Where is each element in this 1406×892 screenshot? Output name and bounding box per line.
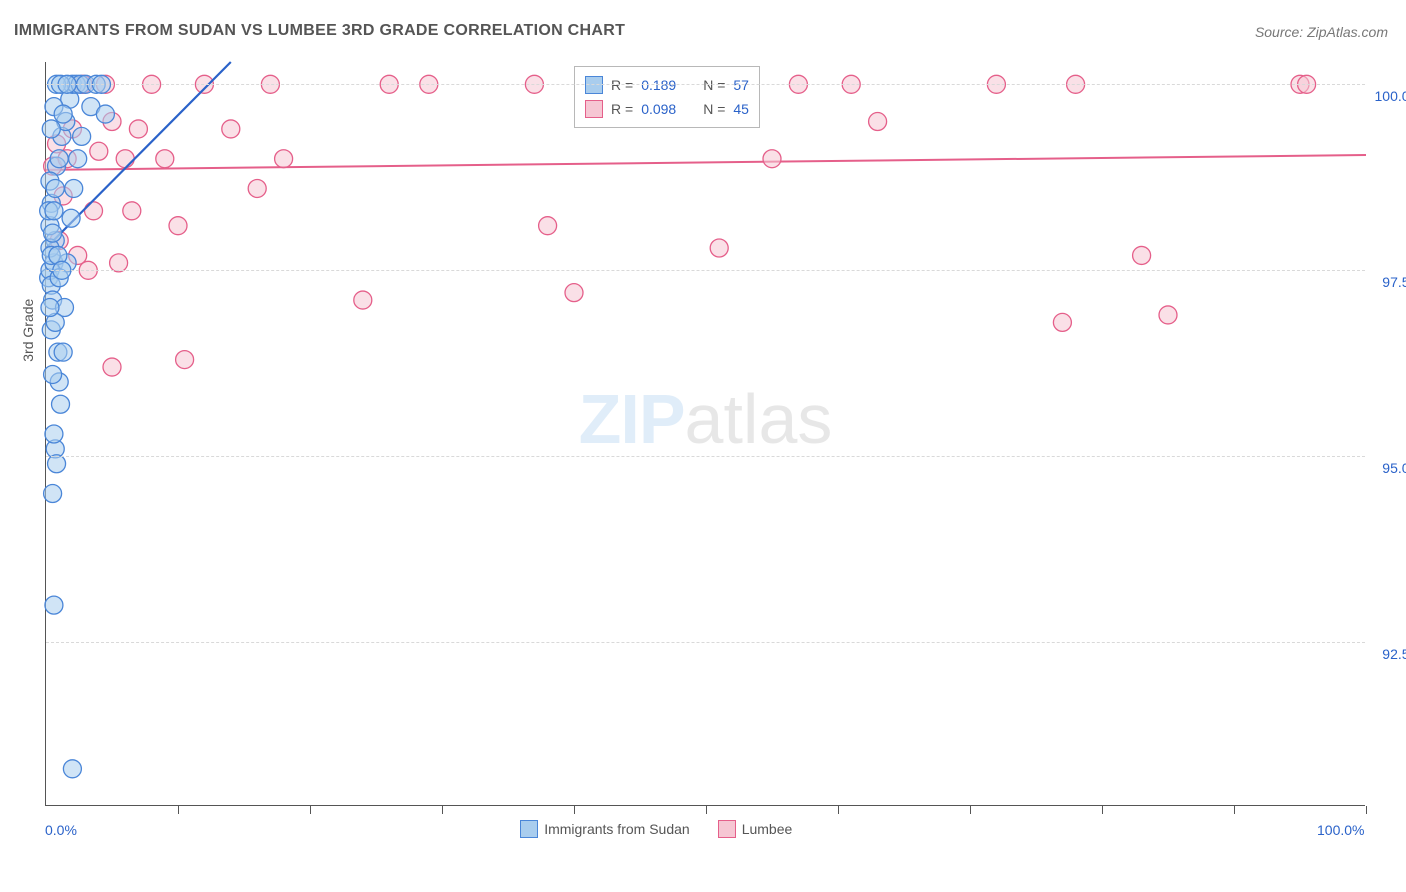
x-tick: [706, 806, 707, 814]
x-tick: [838, 806, 839, 814]
scatter-point-lumbee: [116, 150, 134, 168]
scatter-point-sudan: [45, 596, 63, 614]
scatter-point-sudan: [44, 365, 62, 383]
scatter-point-sudan: [54, 105, 72, 123]
scatter-point-lumbee: [222, 120, 240, 138]
source-attribution: Source: ZipAtlas.com: [1255, 24, 1388, 40]
x-tick: [442, 806, 443, 814]
scatter-point-sudan: [45, 425, 63, 443]
legend-n-label: N =: [703, 101, 725, 117]
scatter-point-lumbee: [129, 120, 147, 138]
legend-r-label: R =: [611, 101, 633, 117]
legend-item: Immigrants from Sudan: [520, 820, 690, 838]
scatter-point-sudan: [63, 760, 81, 778]
scatter-point-lumbee: [169, 217, 187, 235]
scatter-point-sudan: [42, 120, 60, 138]
x-tick: [574, 806, 575, 814]
scatter-point-lumbee: [176, 351, 194, 369]
gridline-h: [46, 84, 1365, 85]
scatter-point-lumbee: [869, 113, 887, 131]
x-tick: [1234, 806, 1235, 814]
gridline-h: [46, 270, 1365, 271]
scatter-point-lumbee: [85, 202, 103, 220]
scatter-point-sudan: [73, 127, 91, 145]
legend-swatch: [718, 820, 736, 838]
scatter-point-lumbee: [248, 179, 266, 197]
scatter-point-sudan: [62, 209, 80, 227]
regression-line-lumbee: [46, 155, 1366, 170]
y-axis-title: 3rd Grade: [20, 181, 36, 479]
y-tick-label: 100.0%: [1362, 88, 1406, 104]
scatter-point-lumbee: [1133, 246, 1151, 264]
y-tick-label: 97.5%: [1362, 274, 1406, 290]
scatter-point-sudan: [46, 179, 64, 197]
plot-area: ZIPatlas R =0.189N =57R =0.098N =45 92.5…: [45, 62, 1365, 806]
scatter-point-sudan: [96, 105, 114, 123]
scatter-point-sudan: [54, 343, 72, 361]
y-tick-label: 92.5%: [1362, 646, 1406, 662]
scatter-point-lumbee: [90, 142, 108, 160]
scatter-point-sudan: [44, 485, 62, 503]
scatter-point-sudan: [65, 179, 83, 197]
x-axis-label: 0.0%: [45, 822, 77, 838]
y-tick-label: 95.0%: [1362, 460, 1406, 476]
legend-item: Lumbee: [718, 820, 793, 838]
scatter-point-sudan: [52, 395, 70, 413]
scatter-point-sudan: [45, 202, 63, 220]
x-tick: [178, 806, 179, 814]
scatter-point-lumbee: [110, 254, 128, 272]
scatter-point-lumbee: [539, 217, 557, 235]
scatter-point-lumbee: [354, 291, 372, 309]
legend-n-value: 45: [733, 101, 749, 117]
scatter-point-sudan: [50, 150, 68, 168]
legend-label: Lumbee: [742, 821, 793, 837]
chart-title: IMMIGRANTS FROM SUDAN VS LUMBEE 3RD GRAD…: [14, 22, 625, 40]
scatter-point-lumbee: [156, 150, 174, 168]
scatter-point-sudan: [69, 150, 87, 168]
legend-swatch: [585, 100, 603, 118]
legend-stats-row: R = 0.098 N = 45: [585, 97, 749, 121]
x-tick: [970, 806, 971, 814]
x-tick: [1102, 806, 1103, 814]
legend-swatch: [520, 820, 538, 838]
scatter-point-lumbee: [123, 202, 141, 220]
scatter-point-lumbee: [763, 150, 781, 168]
x-axis-label: 100.0%: [1317, 822, 1364, 838]
gridline-h: [46, 642, 1365, 643]
scatter-point-sudan: [41, 299, 59, 317]
correlation-chart: IMMIGRANTS FROM SUDAN VS LUMBEE 3RD GRAD…: [0, 0, 1406, 892]
legend-label: Immigrants from Sudan: [544, 821, 690, 837]
gridline-h: [46, 456, 1365, 457]
scatter-svg: [46, 62, 1366, 806]
scatter-point-lumbee: [710, 239, 728, 257]
x-tick: [1366, 806, 1367, 814]
scatter-point-lumbee: [275, 150, 293, 168]
scatter-point-lumbee: [103, 358, 121, 376]
scatter-point-lumbee: [1053, 313, 1071, 331]
scatter-point-lumbee: [565, 284, 583, 302]
legend-stats-box: R =0.189N =57R =0.098N =45: [574, 66, 760, 128]
legend-series: Immigrants from Sudan Lumbee: [520, 820, 792, 838]
x-tick: [310, 806, 311, 814]
scatter-point-lumbee: [1159, 306, 1177, 324]
scatter-point-sudan: [48, 455, 66, 473]
legend-r-value: 0.098: [641, 101, 695, 117]
scatter-point-sudan: [44, 224, 62, 242]
